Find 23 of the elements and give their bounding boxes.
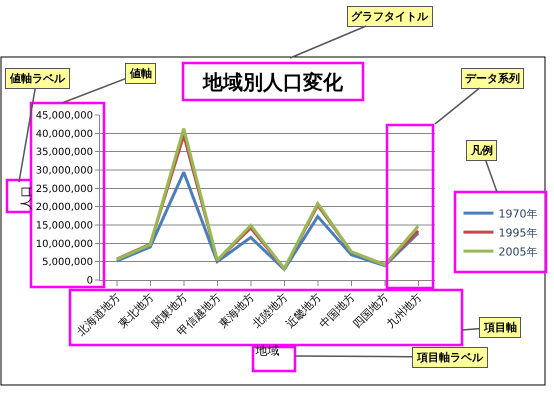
legend-label: 2005年 [498, 245, 538, 258]
y-tick-label: 5,000,000 [42, 257, 93, 268]
text: 値軸 [129, 67, 152, 80]
y-tick-label: 20,000,000 [36, 202, 93, 214]
y-tick-label: 15,000,000 [36, 220, 93, 232]
legend-label: 1970年 [498, 207, 538, 220]
text: 凡例 [470, 144, 493, 157]
text: データ系列 [465, 72, 520, 85]
y-tick-label: 45,000,000 [36, 110, 93, 122]
y-tick-label: 30,000,000 [36, 166, 93, 176]
text: 値軸ラベル [9, 72, 66, 85]
x-axis-title: 地域 [254, 344, 280, 358]
y-axis-title: 人口 [19, 186, 34, 210]
y-tick-label: 0 [86, 276, 93, 286]
y-tick-label: 10,000,000 [36, 238, 93, 250]
y-tick-label: 40,000,000 [36, 128, 93, 140]
text: 項目軸 [483, 321, 517, 334]
text: グラフタイトル [351, 10, 429, 23]
y-tick-label: 35,000,000 [36, 147, 93, 158]
text: 項目軸ラベル [416, 351, 484, 364]
legend-label: 1995年 [498, 226, 538, 240]
y-tick-label: 25,000,000 [36, 184, 93, 195]
chart-title: 地域別人口変化 [202, 70, 344, 94]
